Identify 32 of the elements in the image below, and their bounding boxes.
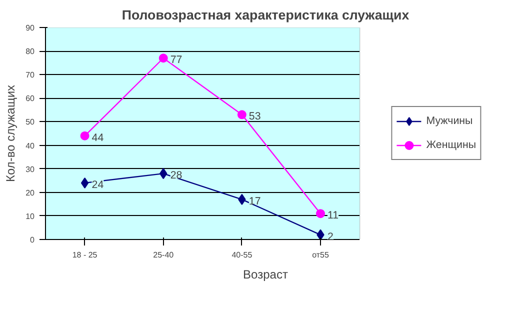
y-tick-label: 30 (26, 164, 36, 174)
x-tick-label: 40-55 (232, 250, 253, 260)
point (80, 131, 90, 140)
y-tick-label: 50 (26, 118, 36, 127)
point (316, 209, 325, 218)
data-label: 24 (92, 178, 104, 191)
x-tick-label: 18 - 25 (72, 250, 98, 260)
chart-title: Половозрастная характеристика служащих (122, 8, 410, 22)
point (80, 177, 89, 188)
y-tick-label: 80 (26, 47, 36, 56)
y-axis-title: Кол-во служащих (4, 84, 18, 182)
data-label: 28 (170, 170, 182, 182)
y-tick-label: 90 (26, 24, 36, 32)
data-label: 17 (248, 195, 261, 208)
data-label: 44 (92, 132, 104, 144)
legend-label: Мужчины (426, 115, 473, 127)
point (237, 110, 246, 120)
data-label: 11 (328, 210, 339, 222)
y-tick-label: 60 (26, 94, 36, 104)
y-tick-label: 20 (26, 188, 36, 198)
x-axis-title: Возраст (243, 268, 288, 282)
y-tick-label: 70 (26, 70, 36, 80)
y-tick-label: 10 (26, 212, 36, 221)
x-tick-label: от55 (312, 250, 330, 260)
data-label: 53 (248, 110, 261, 123)
data-label: 77 (170, 54, 182, 66)
y-tick-label: 40 (26, 141, 36, 150)
point (316, 229, 324, 240)
point (158, 54, 168, 63)
x-tick-label: 25-40 (153, 250, 174, 260)
y-tick-label: 0 (30, 236, 36, 244)
legend-label: Женщины (426, 139, 476, 151)
